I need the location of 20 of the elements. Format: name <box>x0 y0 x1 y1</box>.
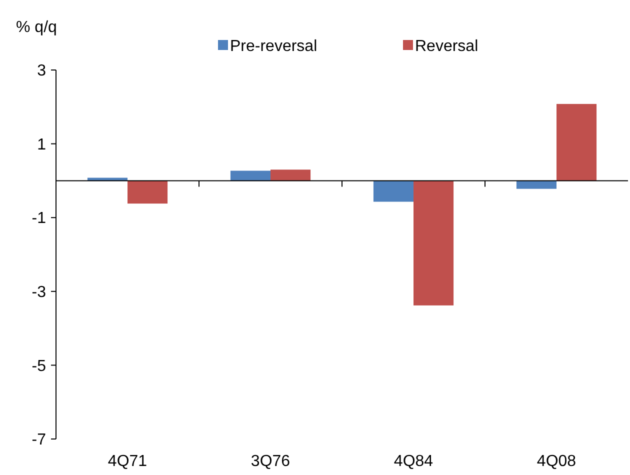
x-tick-label: 3Q76 <box>250 453 290 470</box>
y-tick-label: -5 <box>32 358 46 375</box>
y-tick-label: -3 <box>32 284 46 301</box>
bar <box>230 170 270 181</box>
y-tick-label: -1 <box>32 210 46 228</box>
y-tick-label: 3 <box>37 62 46 80</box>
x-tick-label: 4Q08 <box>536 453 576 470</box>
bar <box>373 180 414 202</box>
bar <box>516 180 556 189</box>
y-tick-label: -7 <box>32 432 46 449</box>
legend-label: Reversal <box>415 38 478 55</box>
bar <box>556 104 597 181</box>
x-tick-label: 4Q84 <box>394 453 434 470</box>
x-tick-label: 4Q71 <box>108 453 148 470</box>
y-tick-label: 1 <box>37 136 46 154</box>
bar <box>128 180 168 204</box>
bar <box>414 180 454 306</box>
legend-label: Pre-reversal <box>230 38 318 55</box>
bar <box>270 170 311 181</box>
y-axis-title: % q/q <box>16 19 57 36</box>
